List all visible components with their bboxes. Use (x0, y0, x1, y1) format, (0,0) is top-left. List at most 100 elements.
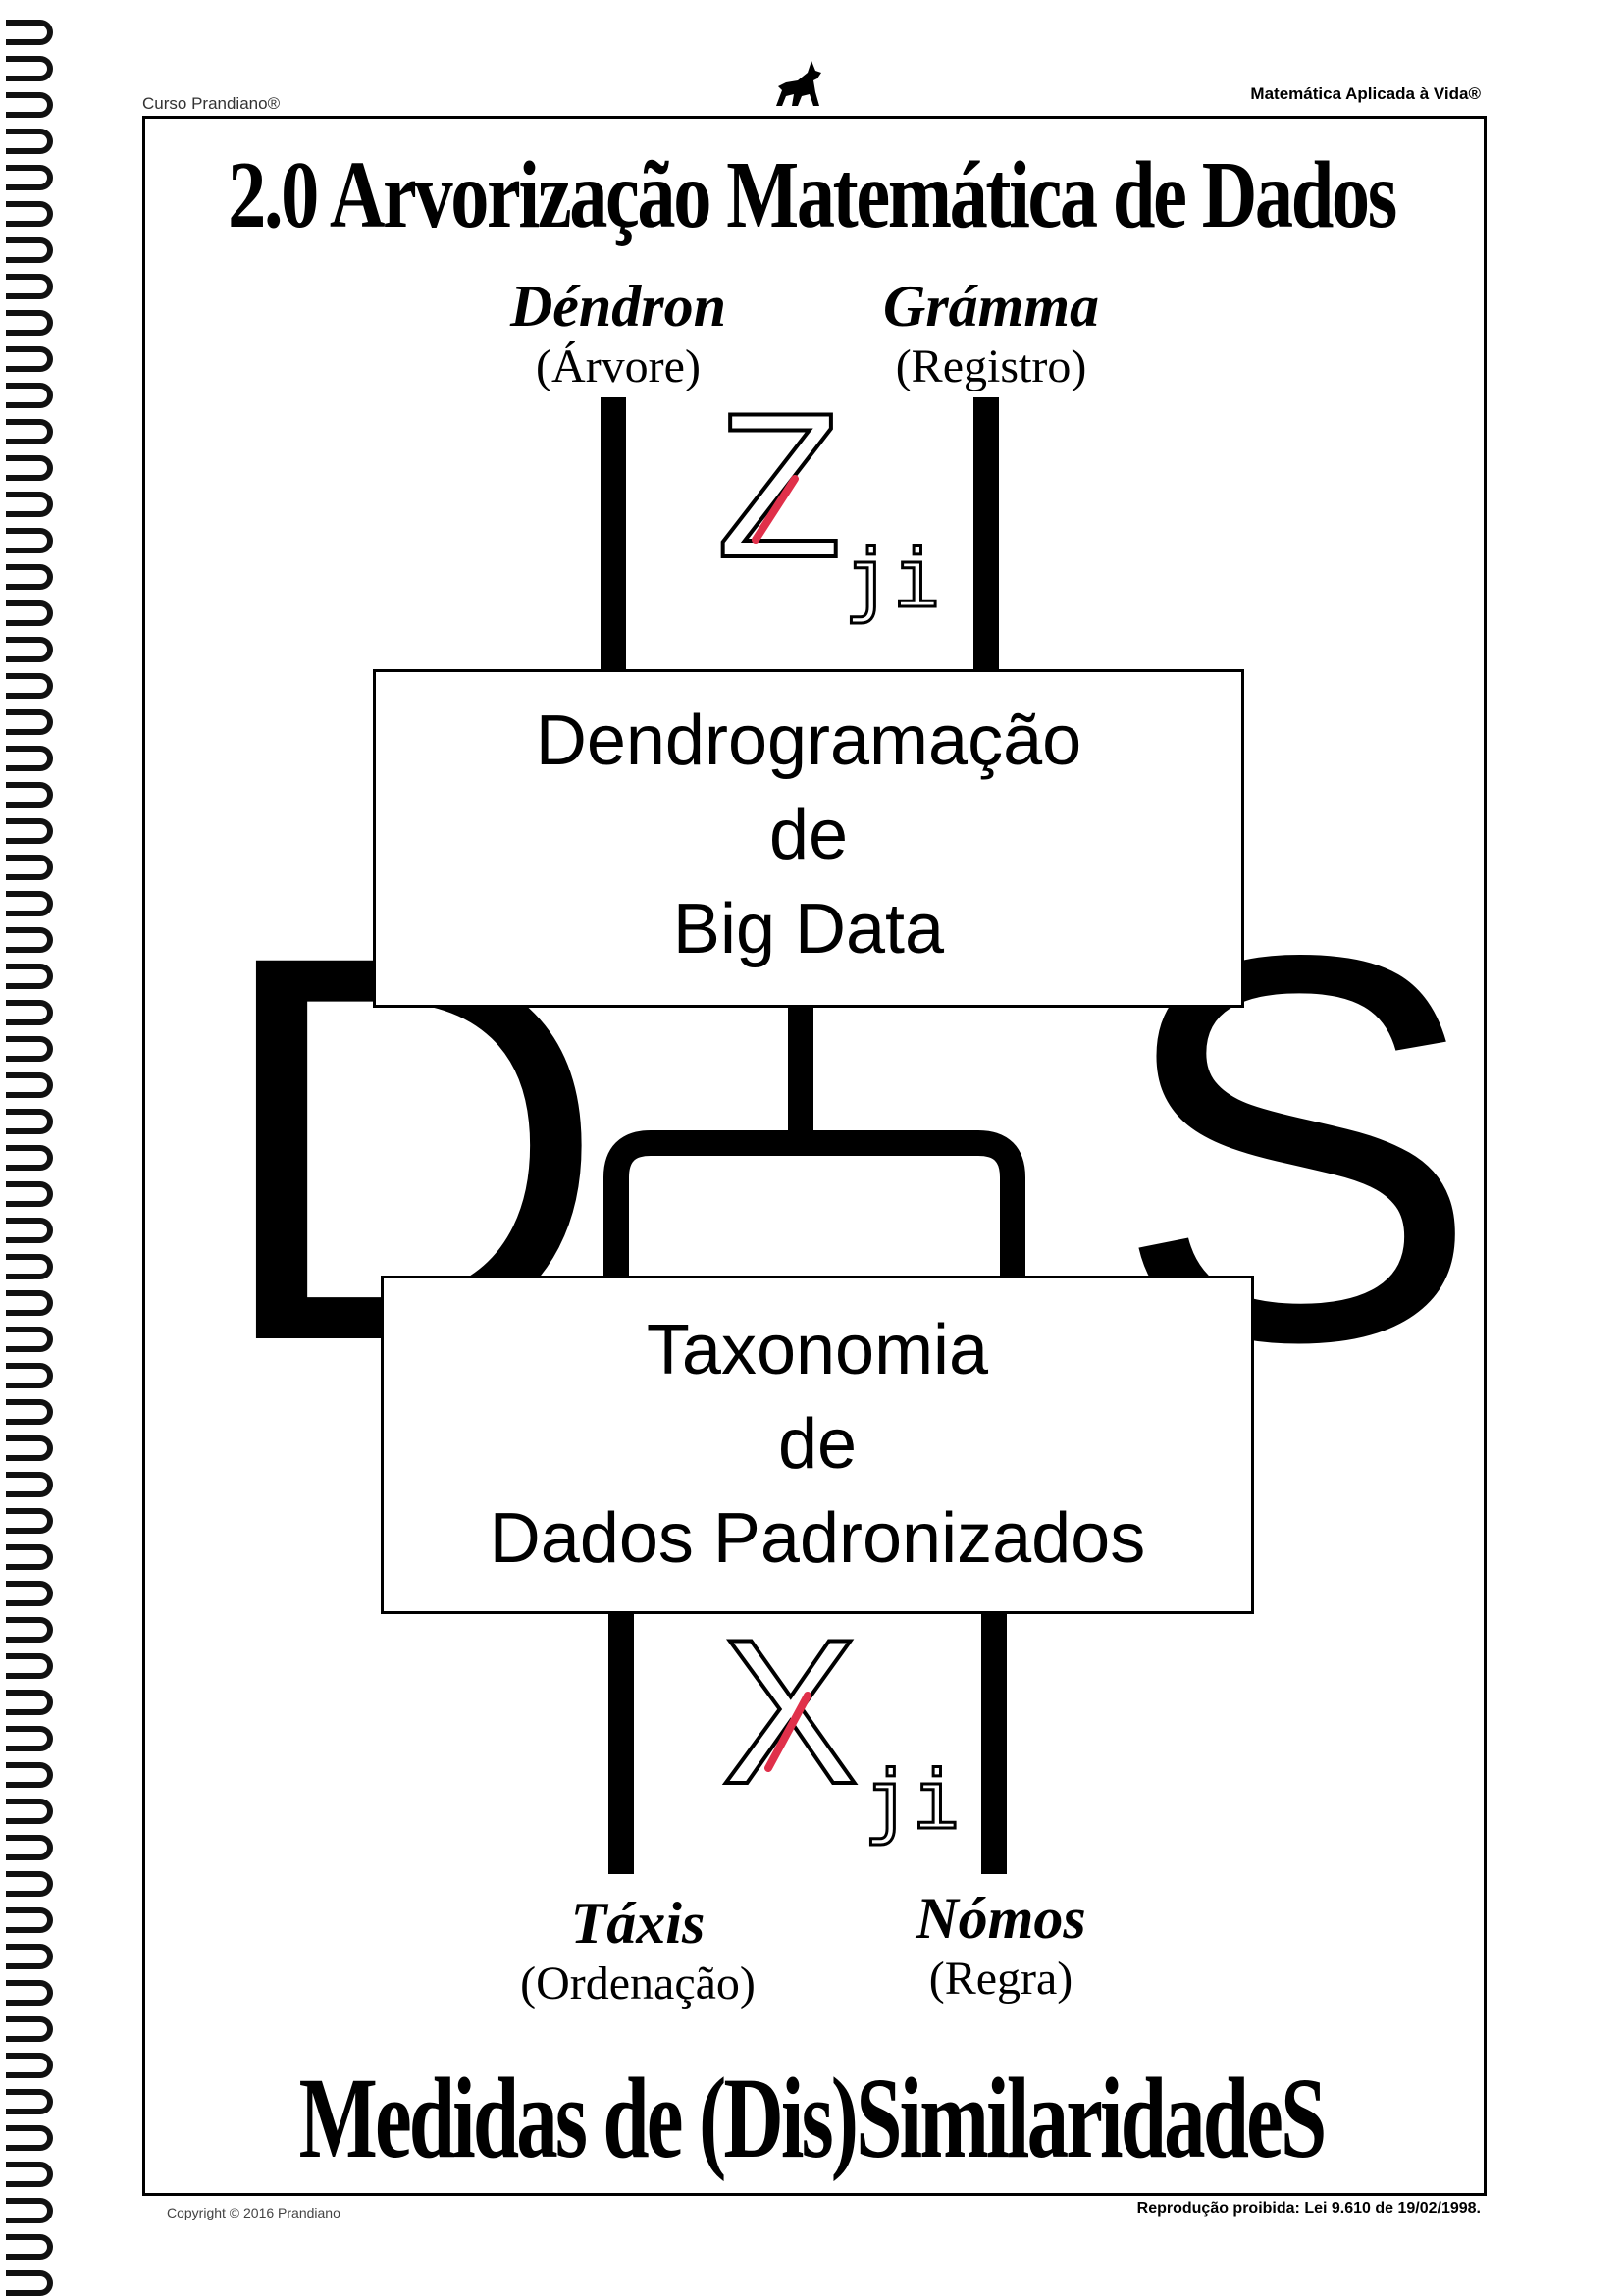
spiral-coil (6, 92, 53, 118)
spiral-coil (6, 673, 53, 699)
spiral-coil (6, 1835, 53, 1860)
spiral-coil (6, 1072, 53, 1098)
spiral-coil (6, 855, 53, 880)
spiral-coil (6, 1653, 53, 1679)
spiral-coil (6, 1726, 53, 1751)
spiral-coil (6, 1980, 53, 2006)
footer-title: Medidas de (Dis)SimilaridadeS (298, 2054, 1328, 2182)
bar-bottom-left (608, 1614, 634, 1874)
spiral-coil (6, 891, 53, 916)
spiral-coil (6, 492, 53, 517)
spiral-coil (6, 964, 53, 989)
spiral-coil (6, 1399, 53, 1425)
spiral-coil (6, 1871, 53, 1897)
spiral-coil (6, 1472, 53, 1497)
spiral-coil (6, 1327, 53, 1352)
label-taxis: Táxis (Ordenação) (491, 1894, 785, 2008)
spiral-coil (6, 201, 53, 227)
spiral-coil (6, 782, 53, 808)
spiral-coil (6, 1000, 53, 1025)
spiral-coil (6, 600, 53, 626)
highlight-stroke-x (764, 1692, 812, 1772)
symbol-z: Z (714, 370, 844, 600)
spiral-coil (6, 274, 53, 299)
label-nomos-translation: (Regra) (928, 1953, 1073, 2005)
spiral-coil (6, 455, 53, 481)
symbol-x-subscript: ji (863, 1754, 963, 1848)
reproduction-notice: Reprodução proibida: Lei 9.610 de 19/02/… (1136, 2200, 1481, 2217)
spiral-coil (6, 637, 53, 662)
spiral-coil (6, 1544, 53, 1570)
label-dendron-translation: (Árvore) (536, 340, 701, 392)
spiral-coil (6, 1690, 53, 1715)
wolf-logo-icon (776, 61, 821, 106)
box-bottom-line3: Dados Padronizados (489, 1499, 1146, 1578)
bar-bottom-right (981, 1614, 1007, 1874)
spiral-coil (6, 310, 53, 336)
spiral-coil (6, 237, 53, 263)
box-bottom-line2: de (777, 1405, 858, 1484)
box-dendrogramacao: Dendrogramação de Big Data (373, 669, 1244, 1008)
label-taxis-translation: (Ordenação) (520, 1957, 756, 2009)
label-taxis-word: Táxis (570, 1891, 706, 1956)
spiral-coil (6, 2089, 53, 2114)
spiral-coil (6, 1109, 53, 1134)
bar-top-right (973, 397, 999, 672)
label-nomos-word: Nómos (916, 1886, 1086, 1951)
spiral-coil (6, 1036, 53, 1062)
spiral-coil (6, 2162, 53, 2187)
header-right: Matemática Aplicada à Vida® (1250, 84, 1481, 103)
spiral-coil (6, 1762, 53, 1788)
spiral-coil (6, 20, 53, 45)
spiral-coil (6, 1907, 53, 1933)
spiral-coil (6, 2125, 53, 2151)
spiral-coil (6, 1581, 53, 1606)
spiral-coil (6, 419, 53, 444)
box-top-line2: de (768, 796, 849, 874)
highlight-stroke-z (752, 475, 799, 544)
spiral-coil (6, 1145, 53, 1171)
spiral-coil (6, 1254, 53, 1279)
spiral-coil (6, 2270, 53, 2296)
spiral-coil (6, 1290, 53, 1316)
spiral-coil (6, 2053, 53, 2078)
spiral-coil (6, 1799, 53, 1824)
bar-top-left (601, 397, 626, 672)
box-taxonomia: Taxonomia de Dados Padronizados (381, 1276, 1254, 1614)
header-left: Curso Prandiano® (142, 94, 281, 113)
spiral-coil (6, 927, 53, 953)
spiral-coil (6, 2016, 53, 2042)
spiral-binding (0, 0, 69, 2296)
label-dendron: Déndron (Árvore) (471, 277, 765, 391)
label-gramma-word: Grámma (882, 274, 1100, 339)
box-top-line1: Dendrogramação (535, 702, 1082, 780)
spiral-coil (6, 1435, 53, 1461)
spiral-coil (6, 528, 53, 553)
spiral-coil (6, 818, 53, 844)
label-gramma-translation: (Registro) (895, 340, 1087, 392)
spiral-coil (6, 1508, 53, 1534)
symbol-z-subscript: ji (843, 533, 943, 626)
spiral-coil (6, 746, 53, 771)
box-bottom-line1: Taxonomia (646, 1311, 989, 1389)
page-frame (142, 116, 1487, 2196)
spiral-coil (6, 2198, 53, 2223)
spiral-coil (6, 1218, 53, 1243)
label-gramma: Grámma (Registro) (844, 277, 1138, 391)
dendrogram-connector (603, 1006, 1025, 1285)
spiral-coil (6, 564, 53, 590)
spiral-coil (6, 1617, 53, 1643)
spiral-coil (6, 383, 53, 408)
spiral-coil (6, 1944, 53, 1969)
spiral-coil (6, 346, 53, 372)
spiral-coil (6, 709, 53, 735)
spiral-coil (6, 1363, 53, 1388)
spiral-coil (6, 1181, 53, 1207)
box-top-line3: Big Data (672, 890, 945, 968)
page-title: 2.0 Arvorização Matemática de Dados (228, 142, 1397, 248)
spiral-coil (6, 165, 53, 190)
label-dendron-word: Déndron (509, 274, 727, 339)
copyright-text: Copyright © 2016 Prandiano (167, 2205, 340, 2220)
spiral-coil (6, 2234, 53, 2260)
label-nomos: Nómos (Regra) (854, 1889, 1148, 2003)
